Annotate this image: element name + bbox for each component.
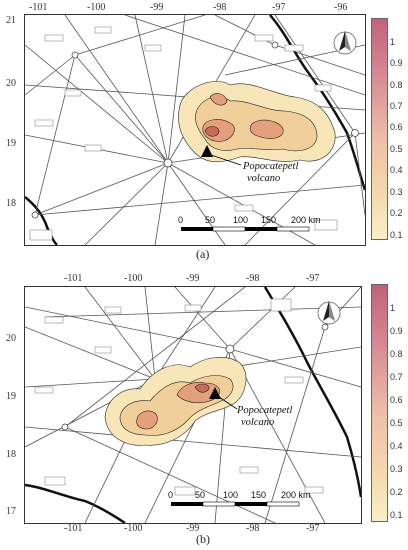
lon-tick: -101	[29, 2, 48, 13]
lon-tick: -96	[334, 2, 348, 13]
caption-b: (b)	[196, 532, 210, 546]
colorbar-label: 0.9	[390, 58, 403, 68]
scale-label: 0	[178, 215, 184, 225]
coastline-west	[25, 483, 126, 523]
lat-tick: 18	[6, 198, 16, 209]
volcano-marker	[209, 387, 221, 399]
panel-b: -101 -100 -99 -98 -97 20 19 18 17	[0, 262, 408, 550]
panel-a: -101 -100 -99 -98 -97 -96 21 20 19 18	[0, 0, 408, 262]
lon-tick: -100	[87, 2, 106, 13]
volcano-label-line1: Popocatepetl	[237, 405, 293, 416]
scale-label: 0	[168, 490, 174, 500]
volcano-label-a: Popocatepetl volcano	[243, 161, 298, 185]
ash-contours-a	[178, 81, 336, 163]
colorbar-label: 0.7	[390, 101, 403, 111]
colorbar-label: 1	[390, 303, 396, 313]
lon-tick: -99	[150, 2, 164, 13]
colorbar-label: 0.5	[390, 418, 403, 428]
lon-tick: -97	[272, 2, 286, 13]
lon-tick: -100	[124, 523, 143, 534]
lon-tick: -101	[64, 523, 83, 534]
scale-label: 50	[195, 490, 206, 500]
caption-a: (a)	[196, 247, 210, 261]
ash-level-high-2	[249, 119, 284, 139]
ash-level-peak	[194, 383, 210, 393]
colorbar-label: 0.5	[390, 144, 403, 154]
colorbar-label: 0.9	[390, 326, 403, 336]
north-arrow-a	[333, 31, 357, 55]
lat-tick: 20	[6, 78, 16, 89]
colorbar-label: 0.1	[390, 230, 403, 240]
colorbar-label: 1	[390, 37, 396, 47]
route-label-boxes	[34, 298, 324, 496]
map-frame-a: Popocatepetl volcano 0 50 100 150 200 km	[24, 14, 366, 246]
colorbar-label: 0.4	[390, 441, 403, 451]
scale-label: 100	[223, 490, 239, 500]
colorbar-a	[371, 18, 388, 240]
colorbar-label: 0.2	[390, 208, 403, 218]
lon-tick: -100	[124, 273, 143, 284]
lon-tick: -98	[246, 273, 260, 284]
coastline-east	[263, 287, 361, 498]
colorbar-label: 0.6	[390, 122, 403, 132]
colorbar-b	[371, 284, 388, 522]
lat-tick: 18	[6, 449, 16, 460]
map-a-svg	[25, 15, 365, 245]
scale-bar-a	[181, 226, 310, 232]
north-arrow-b	[317, 301, 341, 325]
lat-tick: 19	[6, 138, 16, 149]
colorbar-label: 0.3	[390, 464, 403, 474]
coastline-east	[269, 15, 365, 191]
lon-tick: -99	[186, 523, 200, 534]
colorbar-label: 0.1	[390, 510, 403, 520]
lat-tick: 19	[6, 391, 16, 402]
navaids	[31, 41, 359, 219]
volcano-marker	[201, 145, 213, 157]
scale-label: 150	[261, 215, 277, 225]
volcano-label-b: Popocatepetl volcano	[237, 405, 292, 429]
ash-level-high-2	[136, 410, 158, 430]
scale-label: 200 km	[291, 215, 321, 225]
lon-tick: -97	[306, 273, 320, 284]
scale-label: 50	[205, 215, 216, 225]
colorbar-label: 0.2	[390, 487, 403, 497]
map-b-svg	[25, 287, 361, 523]
colorbar-label: 0.8	[390, 80, 403, 90]
scale-label: 150	[251, 490, 267, 500]
colorbar-label: 0.4	[390, 165, 403, 175]
lon-tick: -99	[186, 273, 200, 284]
lat-tick: 20	[6, 333, 16, 344]
lon-tick: -98	[213, 2, 227, 13]
lon-tick: -101	[64, 273, 83, 284]
ash-contours-b	[104, 356, 247, 446]
lon-tick: -97	[306, 523, 320, 534]
colorbar-label: 0.6	[390, 395, 403, 405]
ash-level-peak	[204, 126, 220, 137]
volcano-label-line1: Popocatepetl	[243, 161, 299, 172]
route-label-boxes	[29, 26, 338, 241]
air-routes	[25, 15, 365, 245]
lat-tick: 21	[6, 15, 16, 26]
lat-tick: 17	[6, 506, 16, 517]
scale-bar-b	[171, 501, 300, 507]
coastline-west	[25, 196, 58, 245]
volcano-label-line2: volcano	[247, 173, 281, 184]
colorbar-label: 0.8	[390, 349, 403, 359]
scale-label: 100	[233, 215, 249, 225]
map-frame-b: Popocatepetl volcano 0 50 100 150 200 km	[24, 286, 362, 524]
lon-tick: -98	[246, 523, 260, 534]
colorbar-label: 0.3	[390, 187, 403, 197]
colorbar-label: 0.7	[390, 372, 403, 382]
scale-label: 200 km	[281, 490, 311, 500]
ash-level-high-3	[209, 93, 228, 106]
volcano-label-line2: volcano	[241, 417, 275, 428]
